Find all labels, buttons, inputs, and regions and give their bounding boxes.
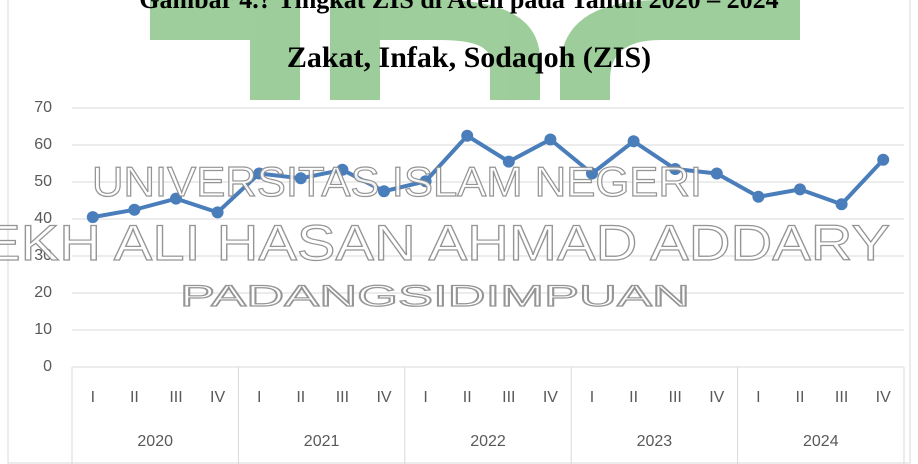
y-tick-label: 30: [34, 247, 52, 264]
logo-shape: [560, 0, 800, 100]
data-point: [752, 190, 765, 203]
data-point: [378, 185, 390, 198]
data-point: [419, 175, 432, 188]
x-tick-label: I: [756, 389, 760, 406]
x-tick-label: III: [669, 389, 682, 406]
x-tick-label: III: [835, 389, 848, 406]
y-tick-label: 0: [43, 358, 52, 375]
data-point: [794, 183, 806, 196]
x-group-label: 2021: [304, 433, 340, 450]
x-tick-label: II: [296, 389, 305, 406]
x-tick-label: III: [169, 389, 182, 406]
x-tick-label: I: [590, 389, 594, 406]
x-tick-label: I: [423, 389, 427, 406]
data-point: [336, 163, 349, 176]
data-point: [877, 153, 890, 166]
data-point: [586, 167, 598, 180]
x-group-label: 2023: [637, 433, 673, 450]
data-point: [835, 198, 848, 211]
y-tick-label: 50: [34, 173, 52, 190]
series-line: [92, 133, 885, 220]
data-point: [294, 172, 307, 185]
x-group-label: 2022: [470, 433, 506, 450]
data-point: [502, 155, 515, 168]
x-tick-label: IV: [709, 389, 724, 406]
x-tick-label: III: [336, 389, 349, 406]
x-tick-label: IV: [543, 389, 558, 406]
y-tick-label: 10: [34, 321, 52, 338]
y-tick-label: 70: [34, 99, 52, 116]
data-point: [669, 163, 682, 176]
x-tick-label: I: [257, 389, 261, 406]
logo-shape: [330, 0, 540, 100]
x-tick-label: IV: [376, 389, 391, 406]
y-tick-label: 20: [34, 284, 52, 301]
data-point: [86, 211, 99, 224]
caption: Gambar 4.? Tingkat ZIS di Aceh pada Tahu…: [139, 0, 778, 14]
x-tick-label: II: [796, 389, 805, 406]
x-tick-label: II: [629, 389, 638, 406]
x-tick-label: II: [463, 389, 472, 406]
x-tick-label: II: [130, 389, 139, 406]
chart-title: Zakat, Infak, Sodaqoh (ZIS): [287, 41, 651, 74]
chart-border: [7, 0, 911, 464]
data-point: [627, 135, 640, 148]
data-point: [128, 203, 141, 216]
data-point: [253, 167, 266, 180]
x-tick-label: IV: [210, 389, 225, 406]
x-tick-label: I: [91, 389, 95, 406]
watermark: UNIVERSITAS ISLAM NEGERI SYEKH ALI HASAN…: [0, 157, 891, 313]
data-point: [211, 206, 224, 219]
watermark-logo: [150, 0, 800, 100]
data-point: [461, 129, 474, 142]
data-point: [544, 133, 557, 146]
x-tick-label: IV: [876, 389, 891, 406]
x-tick-label: III: [502, 389, 515, 406]
watermark-text: UNIVERSITAS ISLAM NEGERI: [92, 158, 702, 205]
x-group-label: 2024: [803, 433, 839, 450]
watermark-text: SYEKH ALI HASAN AHMAD ADDARY: [0, 215, 890, 271]
y-tick-label: 40: [34, 210, 52, 227]
logo-shape: [150, 0, 300, 100]
y-tick-label: 60: [34, 136, 52, 153]
watermark-text: PADANGSIDIMPUAN: [180, 280, 690, 313]
data-point: [170, 192, 182, 205]
data-point: [710, 167, 723, 180]
x-group-label: 2020: [137, 433, 173, 450]
